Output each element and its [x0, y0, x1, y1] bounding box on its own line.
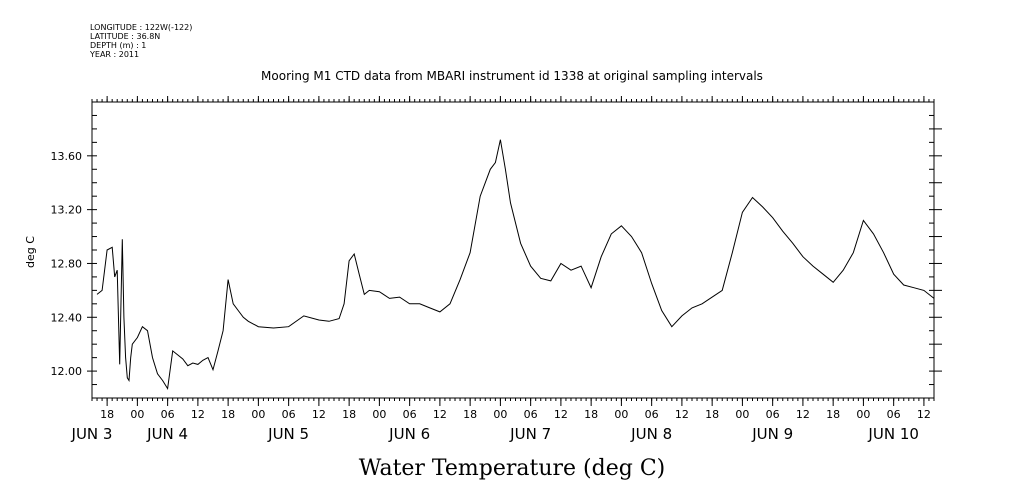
x-tick-label: 00 [130, 408, 144, 421]
x-axis-label: Water Temperature (deg C) [359, 456, 666, 481]
x-tick-label: 12 [191, 408, 205, 421]
x-tick-label: 00 [372, 408, 386, 421]
y-axis: 12.00 12.40 12.80 13.20 13.60 [51, 128, 942, 378]
x-axis-days: JUN 3 JUN 4 JUN 5 JUN 6 JUN 7 JUN 8 JUN 9 JUN 1… [71, 425, 919, 443]
x-tick-label: 12 [433, 408, 447, 421]
x-tick-label: 18 [826, 408, 840, 421]
x-day-label: JUN 6 [388, 425, 430, 443]
x-tick-label: 06 [161, 408, 175, 421]
year-label: YEAR : 2011 [89, 50, 139, 59]
x-tick-label: 18 [584, 408, 598, 421]
x-day-label: JUN 9 [751, 425, 793, 443]
x-day-label: JUN 4 [146, 425, 188, 443]
longitude-label: LONGITUDE : 122W(-122) [90, 23, 192, 32]
x-day-label: JUN 8 [630, 425, 672, 443]
x-tick-label: 06 [645, 408, 659, 421]
x-axis: 18 00 06 12 18 00 06 12 18 00 06 12 18 00 06 12 18 00 06 12… [100, 96, 931, 421]
y-tick-label: 13.20 [51, 204, 83, 217]
x-tick-label: 00 [735, 408, 749, 421]
depth-label: DEPTH (m) : 1 [90, 41, 146, 50]
x-tick-label: 00 [493, 408, 507, 421]
x-tick-label: 18 [100, 408, 114, 421]
x-tick-label: 06 [766, 408, 780, 421]
x-tick-label: 06 [282, 408, 296, 421]
x-tick-label: 18 [342, 408, 356, 421]
x-tick-label: 00 [856, 408, 870, 421]
y-tick-label: 12.40 [51, 311, 83, 324]
x-tick-label: 18 [463, 408, 477, 421]
x-tick-label: 00 [251, 408, 265, 421]
y-tick-label: 12.80 [51, 257, 83, 270]
x-tick-label: 06 [524, 408, 538, 421]
x-tick-label: 18 [221, 408, 235, 421]
x-tick-label: 06 [403, 408, 417, 421]
x-tick-label: 12 [796, 408, 810, 421]
y-tick-label: 13.60 [51, 150, 83, 163]
x-tick-label: 12 [675, 408, 689, 421]
x-tick-label: 12 [917, 408, 931, 421]
x-day-label: JUN 3 [71, 425, 113, 443]
x-tick-label: 12 [554, 408, 568, 421]
y-tick-label: 12.00 [51, 365, 83, 378]
x-tick-label: 12 [312, 408, 326, 421]
x-tick-label: 18 [705, 408, 719, 421]
temperature-series-line [96, 139, 935, 391]
x-day-label: JUN 5 [267, 425, 309, 443]
x-day-label: JUN 10 [867, 425, 918, 443]
chart-title: Mooring M1 CTD data from MBARI instrumen… [261, 69, 763, 83]
plot-frame [91, 101, 935, 399]
x-tick-label: 00 [614, 408, 628, 421]
latitude-label: LATITUDE : 36.8N [90, 32, 160, 41]
y-axis-label: deg C [24, 236, 37, 268]
x-day-label: JUN 7 [509, 425, 551, 443]
x-tick-label: 06 [887, 408, 901, 421]
minor-ticks [91, 99, 935, 401]
